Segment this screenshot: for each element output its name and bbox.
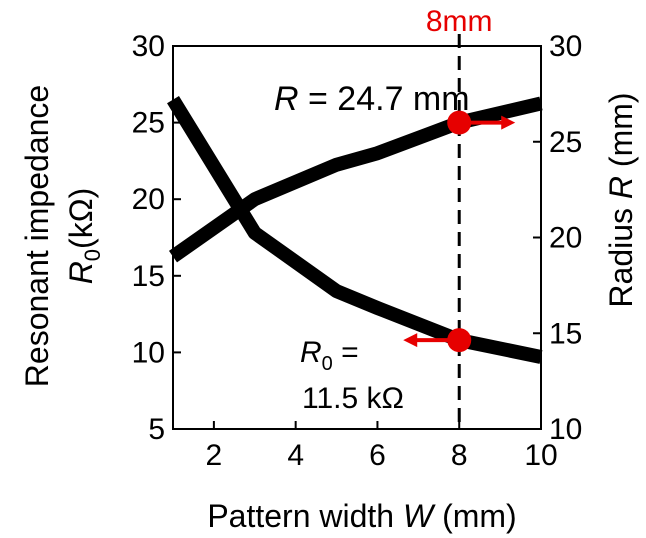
left-tick-label: 30	[132, 30, 165, 63]
right-marker-point	[447, 110, 472, 135]
radius-annotation: R = 24.7 mm	[274, 80, 470, 118]
impedance-series-line	[167, 95, 543, 364]
left-marker-point	[447, 328, 472, 353]
right-axis-arrow-head	[501, 115, 516, 130]
left-tick-label: 15	[132, 260, 165, 293]
x-tick-label: 8	[451, 439, 468, 472]
x-tick-label: 2	[206, 439, 223, 472]
right-tick-label: 10	[549, 413, 582, 446]
right-tick-label: 30	[549, 30, 582, 63]
x-tick-label: 6	[369, 439, 386, 472]
left-tick-label: 10	[132, 336, 165, 369]
left-axis-title-line1: Resonant impedance	[19, 85, 55, 387]
left-axis-title-line2: R0(kΩ)	[63, 188, 105, 285]
radius-series-line	[168, 96, 543, 263]
left-axis-arrow-head	[403, 333, 418, 348]
left-tick-label: 20	[132, 183, 165, 216]
impedance-annotation-line2: 11.5 kΩ	[302, 382, 404, 415]
right-tick-label: 15	[549, 317, 582, 350]
reference-line-label: 8mm	[426, 5, 493, 38]
left-tick-label: 5	[148, 413, 165, 446]
right-tick-label: 25	[549, 126, 582, 159]
left-tick-label: 25	[132, 107, 165, 140]
x-tick-label: 10	[524, 439, 557, 472]
x-axis-title: Pattern width W (mm)	[207, 498, 516, 534]
impedance-annotation-line1: R0 =	[300, 336, 359, 375]
right-tick-label: 20	[549, 222, 582, 255]
x-tick-label: 4	[287, 439, 304, 472]
right-axis-title: Radius R (mm)	[603, 92, 639, 307]
